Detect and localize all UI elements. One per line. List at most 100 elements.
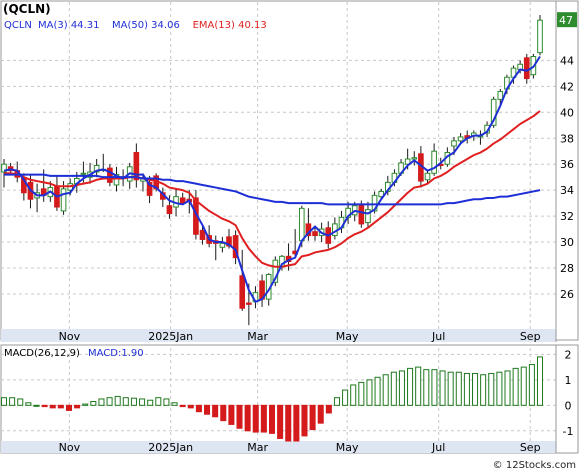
macd-bar-negative (252, 404, 259, 433)
macd-bar-negative (277, 404, 284, 439)
candle-up (457, 136, 464, 142)
last-price-box: 47 (557, 12, 577, 28)
macd-bar-positive (155, 397, 162, 406)
macd-bar-positive (130, 397, 137, 406)
macd-bar-negative (268, 404, 276, 434)
macd-bar-positive (407, 367, 414, 406)
candle-up (404, 158, 411, 165)
macd-x-axis: Nov 2025Jan Mar May Jul Sep (59, 441, 541, 454)
candle-down (107, 167, 113, 183)
macd-bar-positive (114, 395, 121, 406)
macd-bar-negative (325, 404, 332, 414)
candle-down (199, 229, 206, 240)
macd-bar-positive (122, 397, 129, 406)
price-y-tick-label: 28 (560, 262, 574, 275)
price-y-tick-label: 32 (560, 210, 574, 223)
candle-up (298, 207, 305, 242)
candle-up (411, 157, 418, 160)
macd-bar-positive (496, 371, 503, 406)
price-grid (1, 1, 557, 342)
candle-up (365, 209, 371, 224)
macd-x-tick-label: Jul (431, 441, 445, 454)
macd-x-tick-label: Mar (247, 441, 268, 454)
macd-y-tick-label: 0 (565, 399, 572, 412)
macd-bar-positive (342, 389, 349, 406)
candle-up (497, 91, 504, 100)
macd-bar-positive (33, 404, 40, 407)
legend-entry: EMA(13) 40.13 (193, 20, 267, 31)
macd-bar-positive (139, 398, 146, 406)
candle-up (219, 242, 226, 248)
indicator-lines (3, 55, 541, 303)
macd-xaxis-band (1, 441, 556, 453)
price-x-tick-label: May (336, 330, 359, 343)
macd-bar-positive (447, 371, 454, 406)
candle-down (166, 205, 173, 215)
macd-bar-negative (195, 404, 202, 413)
candle-up (113, 174, 120, 186)
price-y-axis: 26 28 30 32 34 36 38 40 42 44 (560, 54, 574, 301)
legend-entry: MA(50) 34.06 (112, 20, 180, 31)
macd-bar-positive (98, 398, 105, 406)
candle-up (80, 172, 87, 175)
candle-down (358, 203, 365, 225)
macd-bar-positive (333, 397, 340, 406)
price-y-tick-label: 38 (560, 132, 574, 145)
candle-up (431, 150, 437, 174)
macd-bar-positive (463, 372, 470, 406)
macd-bar-positive (82, 403, 89, 406)
macd-bar-positive (374, 376, 381, 406)
macd-bar-negative (317, 404, 324, 424)
price-x-tick-label: Mar (247, 330, 268, 343)
macd-bar-positive (106, 397, 113, 406)
macd-bar-negative (179, 404, 186, 408)
candle-up (451, 140, 457, 147)
macd-bar-positive (439, 370, 446, 406)
macd-histogram (0, 356, 544, 442)
macd-bar-positive (528, 364, 535, 406)
macd-bar-positive (17, 398, 24, 406)
macd-bar-positive (472, 372, 479, 406)
macd-bar-negative (49, 404, 56, 409)
candle-up (537, 19, 543, 54)
macd-bar-positive (382, 374, 389, 406)
price-x-tick-label: Nov (59, 330, 81, 343)
last-price-label: 47 (559, 14, 573, 27)
candle-up (60, 188, 67, 212)
macd-bar-positive (147, 399, 154, 406)
macd-x-tick-label: May (336, 441, 359, 454)
macd-bar-positive (9, 397, 16, 406)
macd-bar-positive (455, 371, 462, 406)
macd-bar-positive (520, 366, 527, 406)
macd-bar-positive (171, 402, 178, 406)
macd-bar-positive (536, 356, 544, 406)
macd-bar-negative (293, 404, 300, 442)
candle-up (1, 163, 7, 173)
candle-down (133, 152, 140, 181)
candle-down (179, 197, 186, 204)
macd-y-tick-label: -1 (563, 425, 574, 438)
macd-bar-negative (212, 404, 219, 418)
candle-up (371, 194, 378, 212)
macd-bar-positive (366, 379, 373, 406)
candle-down (232, 235, 239, 259)
macd-bar-negative (244, 404, 251, 432)
macd-bar-positive (390, 371, 397, 406)
price-x-axis: Nov 2025Jan Mar May Jul Sep (59, 330, 541, 343)
macd-bar-positive (358, 381, 365, 406)
macd-bar-positive (480, 374, 487, 406)
candle-down (226, 236, 232, 247)
macd-x-tick-label: 2025Jan (148, 441, 193, 454)
candle-down (239, 275, 246, 309)
price-y-tick-label: 40 (560, 106, 574, 119)
macd-x-tick-label: Sep (520, 441, 541, 454)
chart-title: (QCLN) (3, 2, 51, 16)
macd-bar-negative (41, 404, 48, 408)
candle-up (424, 172, 431, 181)
legend-entry: QCLN (4, 20, 32, 31)
price-x-tick-label: 2025Jan (148, 330, 193, 343)
macd-bar-positive (423, 369, 430, 406)
macd-bar-negative (236, 404, 243, 429)
